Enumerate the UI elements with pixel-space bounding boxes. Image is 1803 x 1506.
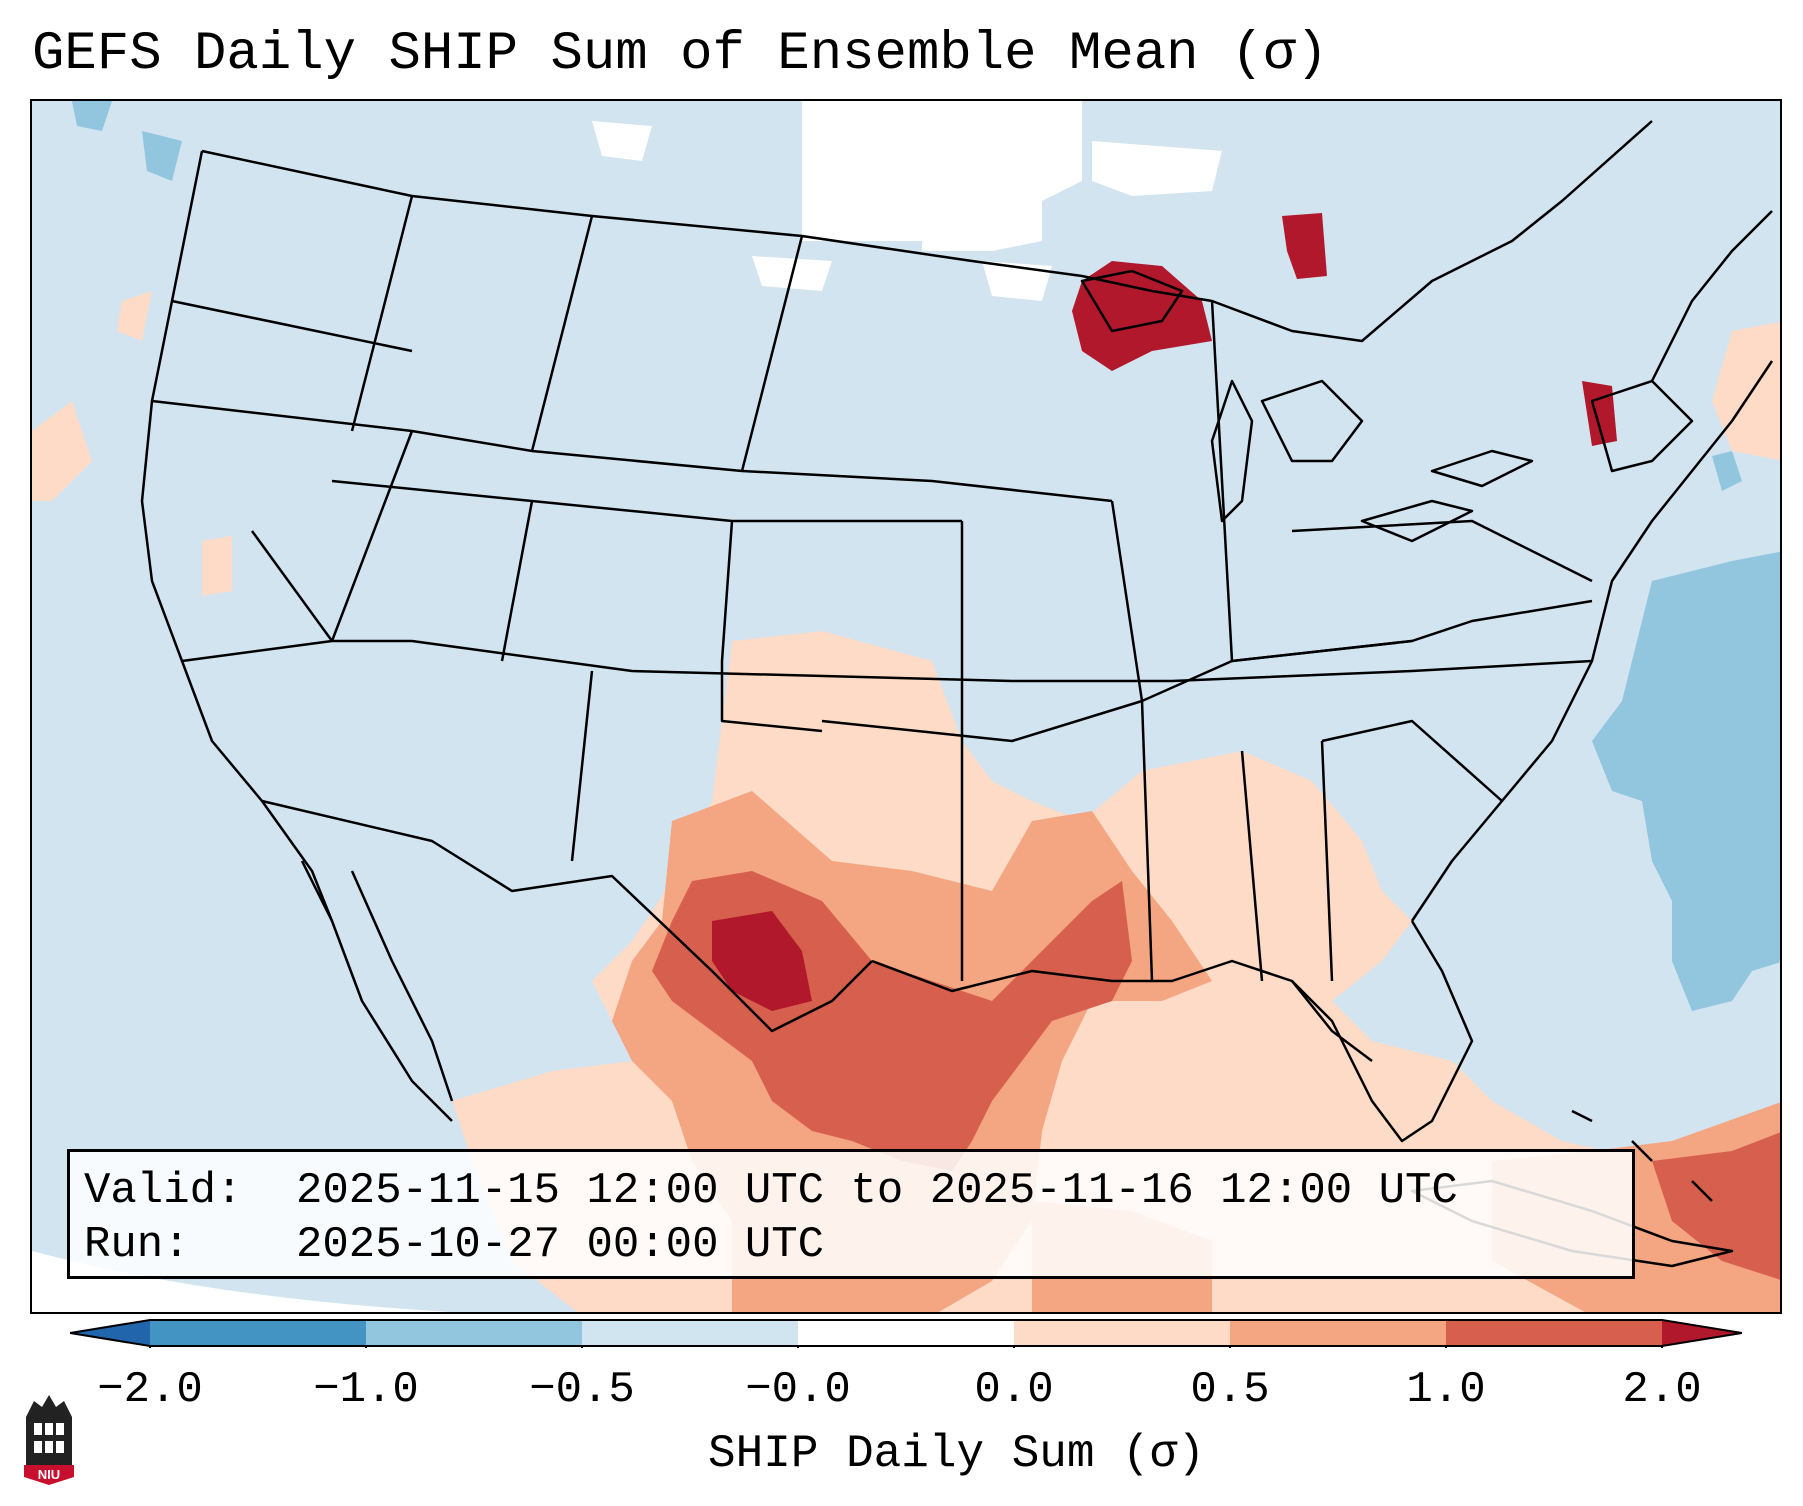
colorbar-tick-label: −0.0 [745,1365,851,1415]
run-label: Run: [84,1220,190,1270]
colorbar-bin-5 [1014,1320,1230,1346]
colorbar-bin-7 [1446,1320,1662,1346]
colorbar-tick-label: 2.0 [1622,1365,1702,1415]
map-panel [30,99,1782,1314]
colorbar-tick-label: 1.0 [1406,1365,1486,1415]
valid-value: 2025-11-15 12:00 UTC to 2025-11-16 12:00… [296,1166,1458,1216]
colorbar-bin-1 [150,1320,366,1346]
colorbar-ticks [149,1346,1663,1348]
run-value: 2025-10-27 00:00 UTC [296,1220,825,1270]
colorbar-bin-6 [1230,1320,1446,1346]
colorbar-bin-2 [366,1320,582,1346]
colorbar-title: SHIP Daily Sum (σ) [708,1428,1205,1480]
colorbar-segments [70,1320,1742,1346]
colorbar-tick-label: −1.0 [313,1365,419,1415]
colorbar-tick-label: −0.5 [529,1365,635,1415]
colorbar-extend-low [70,1320,150,1346]
colorbar-tick-label: 0.5 [1190,1365,1270,1415]
valid-label: Valid: [84,1166,243,1216]
valid-run-infobox: Valid: 2025-11-15 12:00 UTC to 2025-11-16… [67,1149,1635,1279]
colorbar-bin-3 [582,1320,798,1346]
ship-field-map [32,101,1780,1312]
negative-anomaly-region [72,101,1780,1011]
colorbar-tick-label: 0.0 [974,1365,1054,1415]
colorbar-bin-4 [798,1320,1014,1346]
colorbar-extend-high [1662,1320,1742,1346]
niu-building-logo: NIU [24,1395,74,1485]
map-title: GEFS Daily SHIP Sum of Ensemble Mean (σ) [32,24,1329,85]
colorbar [70,1319,1742,1348]
colorbar-tick-label: −2.0 [97,1365,203,1415]
niu-logo-text: NIU [38,1467,60,1482]
